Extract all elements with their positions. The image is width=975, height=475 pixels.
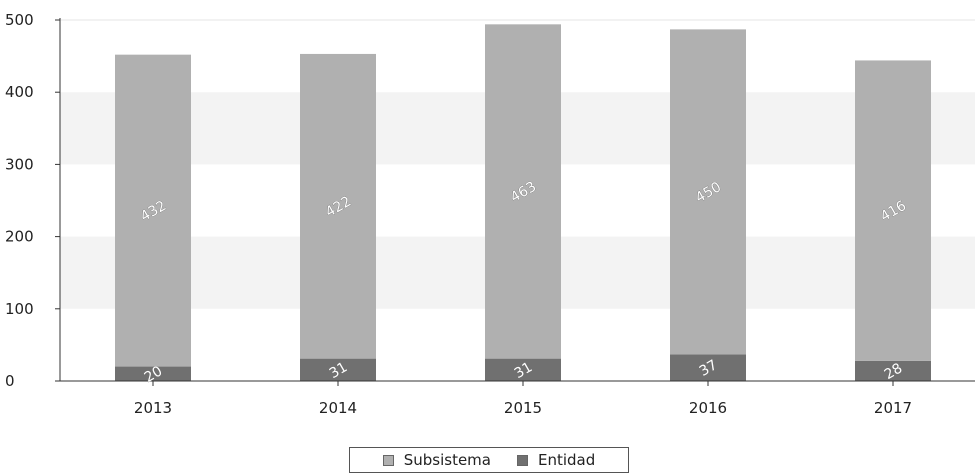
x-tick-label: 2016 (689, 399, 727, 417)
y-tick-label: 300 (5, 155, 34, 173)
legend-swatch-subsistema (382, 454, 394, 466)
axes: 0 100 200 300 400 500 2013 2014 2015 2016 2017 (5, 11, 975, 417)
data-label-entidad-2014: 31 (327, 359, 350, 382)
legend-item-subsistema: Subsistema (382, 451, 491, 469)
bar-entidad-2017 (855, 360, 931, 381)
y-tick-label: 100 (5, 300, 34, 318)
y-tick-label: 200 (5, 228, 34, 246)
x-tick-label: 2015 (504, 399, 542, 417)
bar-subsistema-2013 (115, 54, 191, 367)
x-tick-label: 2013 (134, 399, 172, 417)
legend-label-entidad: Entidad (537, 451, 596, 469)
bar-entidad-2014 (300, 358, 376, 381)
legend-label-subsistema: Subsistema (403, 451, 491, 469)
bar-entidad-2016 (670, 354, 746, 381)
y-tick-label: 400 (5, 83, 34, 101)
x-tick-label: 2017 (874, 399, 912, 417)
bar-subsistema-2016 (670, 29, 746, 355)
y-tick-label: 500 (5, 11, 34, 29)
bars (115, 24, 931, 381)
bar-subsistema-2015 (485, 24, 561, 359)
y-tick-label: 0 (5, 372, 15, 390)
bar-entidad-2015 (485, 358, 561, 381)
bar-subsistema-2017 (855, 60, 931, 361)
bar-subsistema-2014 (300, 53, 376, 359)
legend-swatch-entidad (516, 454, 528, 466)
legend-item-entidad: Entidad (516, 451, 596, 469)
x-tick-label: 2014 (319, 399, 357, 417)
bar-entidad-2013 (115, 366, 191, 381)
legend: Subsistema Entidad (349, 447, 629, 473)
